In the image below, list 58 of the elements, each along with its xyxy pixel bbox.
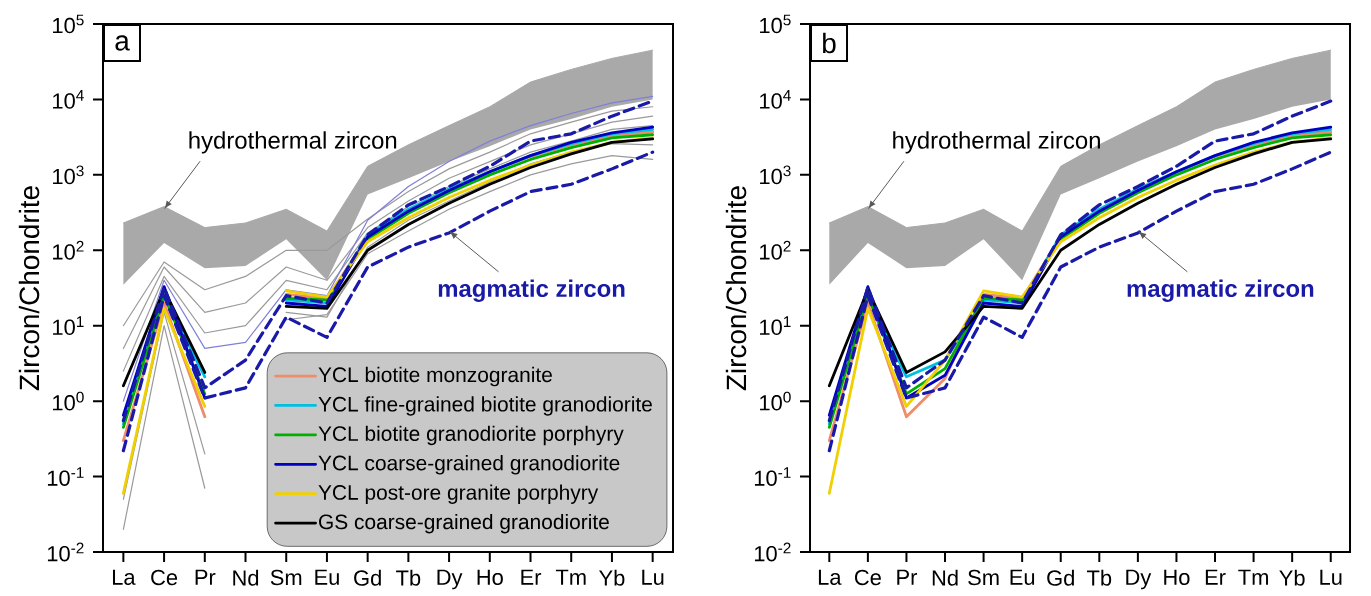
y-tick-label: 10$^{1}$ xyxy=(53,316,84,336)
y-tick-label: 10$^{2}$ xyxy=(53,240,84,260)
y-tick-label: 10$^{5}$ xyxy=(53,14,84,34)
y-tick-label: 10$^{2}$ xyxy=(760,240,791,260)
y-axis-title: Zircon/Chondrite xyxy=(725,186,747,391)
x-tick-label: La xyxy=(112,569,136,585)
legend-label: YCL biotite granodiorite porphyry xyxy=(318,425,624,446)
x-tick-label: Ho xyxy=(1164,569,1190,585)
x-tick-label: Gd xyxy=(1047,569,1074,586)
y-tick-label: 10$^{4}$ xyxy=(53,90,84,109)
y-tick-label: 10$^{-1}$ xyxy=(47,467,84,486)
x-tick-label: Sm xyxy=(968,569,999,586)
chart-title: a xyxy=(115,35,130,51)
y-tick-label: 10$^{5}$ xyxy=(760,14,791,34)
y-axis-title: Zircon/Chondrite xyxy=(18,186,40,391)
x-tick-label: Nd xyxy=(233,569,259,586)
y-tick-label: 10$^{-2}$ xyxy=(47,542,84,562)
x-tick-label: Ho xyxy=(477,569,503,585)
legend-label: YCL fine-grained biotite granodiorite xyxy=(318,396,652,416)
x-tick-label: Tb xyxy=(396,569,421,586)
x-tick-label: Er xyxy=(1205,569,1226,585)
y-tick-label: 10$^{-2}$ xyxy=(754,542,791,562)
annotation: hydrothermal zircon xyxy=(189,131,397,154)
x-tick-label: La xyxy=(818,569,842,585)
x-tick-label: Eu xyxy=(1010,569,1035,585)
y-tick-label: 10$^{3}$ xyxy=(53,165,84,185)
y-tick-label: 10$^{4}$ xyxy=(760,90,791,109)
x-tick-label: Ce xyxy=(151,569,178,586)
chart-title: b xyxy=(823,32,836,54)
y-tick-label: 10$^{-1}$ xyxy=(754,467,791,486)
x-tick-label: Tm xyxy=(1238,569,1268,585)
x-tick-label: Lu xyxy=(642,569,664,585)
legend-label: GS coarse-grained granodiorite xyxy=(319,513,609,534)
x-tick-label: Yb xyxy=(599,569,625,586)
x-tick-label: Sm xyxy=(270,569,302,586)
x-tick-label: Dy xyxy=(1126,569,1152,590)
y-tick-label: 10$^{1}$ xyxy=(760,316,791,336)
x-tick-label: Dy xyxy=(437,569,463,590)
x-tick-label: Yb xyxy=(1279,569,1305,586)
x-tick-label: Gd xyxy=(354,569,381,586)
x-tick-label: Eu xyxy=(315,569,339,585)
legend-label: YCL coarse-grained granodiorite xyxy=(318,455,620,475)
y-tick-label: 10$^{0}$ xyxy=(53,391,84,411)
annotation: magmatic zircon xyxy=(1127,279,1314,302)
annotation: magmatic zircon xyxy=(438,279,625,302)
x-tick-label: Lu xyxy=(1320,569,1342,585)
x-tick-label: Pr xyxy=(195,569,216,585)
annotation: hydrothermal zircon xyxy=(893,131,1100,154)
y-tick-label: 10$^{3}$ xyxy=(760,165,791,185)
legend-label: YCL post-ore granite porphyry xyxy=(318,484,599,504)
x-tick-label: Ce xyxy=(854,569,881,586)
legend-label: YCL biotite monzogranite xyxy=(318,366,552,387)
x-tick-label: Tm xyxy=(555,569,586,585)
x-tick-label: Er xyxy=(521,569,542,585)
x-tick-label: Pr xyxy=(897,569,918,585)
x-tick-label: Tb xyxy=(1087,569,1112,586)
x-tick-label: Nd xyxy=(932,569,958,586)
y-tick-label: 10$^{0}$ xyxy=(760,391,791,411)
